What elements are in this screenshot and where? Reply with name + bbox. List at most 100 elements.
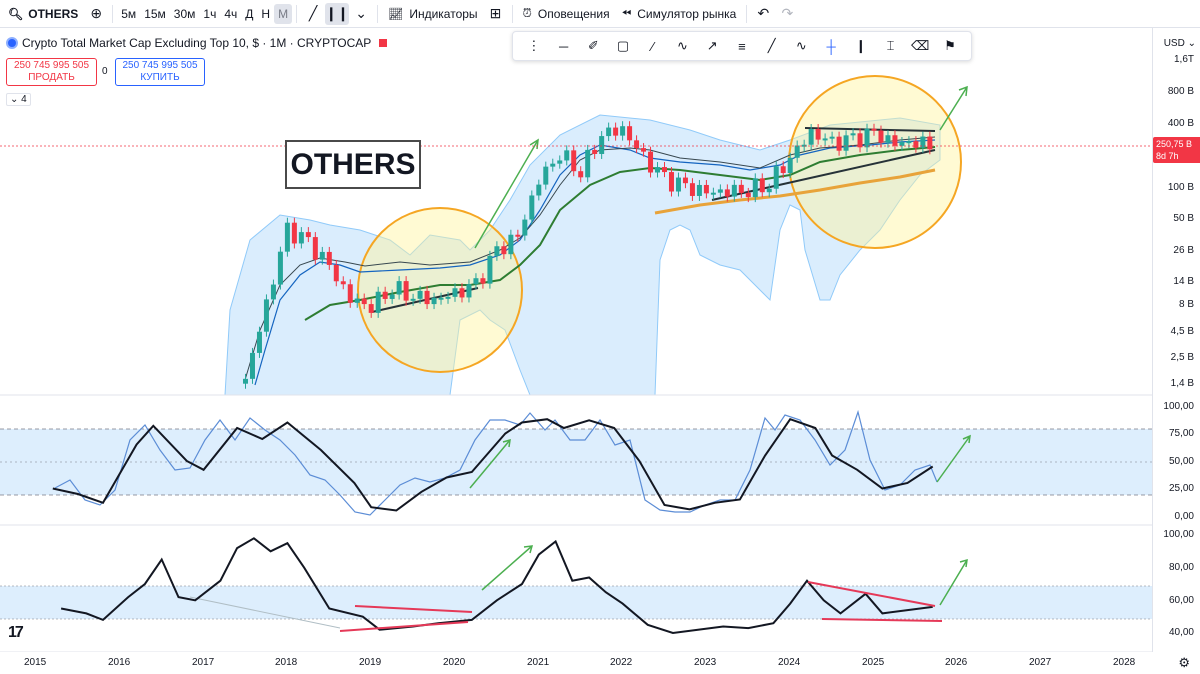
candle-chart-type-button[interactable]: ❙❙ xyxy=(325,2,350,25)
timeframe-1h[interactable]: 1ч xyxy=(203,6,217,21)
indicators-icon: 📈︎ xyxy=(388,6,404,21)
brush-tool-icon[interactable]: ✐ xyxy=(587,38,599,53)
candle-body xyxy=(682,177,688,184)
candle-body xyxy=(731,184,737,197)
candle-body xyxy=(550,163,556,167)
candles-icon: ❙❙ xyxy=(325,5,349,21)
price-axis[interactable] xyxy=(1152,28,1200,652)
candle-body xyxy=(487,255,493,284)
gear-icon[interactable]: ⚙ xyxy=(1178,655,1190,670)
candle-body xyxy=(452,288,458,297)
bar-countdown: 8d 7h xyxy=(1156,151,1179,161)
polyline-tool-icon[interactable]: ∿ xyxy=(795,38,807,53)
drag-handle-icon[interactable]: ⋮ xyxy=(527,38,541,53)
candle-body xyxy=(368,304,374,313)
candle-body xyxy=(473,278,479,285)
ray-tool-icon[interactable]: ∕ xyxy=(651,38,654,54)
candle-body xyxy=(913,141,919,148)
candle-body xyxy=(277,251,283,285)
ind2-red-line-upper-2019 xyxy=(354,605,473,613)
candle-body xyxy=(871,128,877,131)
timeframe-5m[interactable]: 5м xyxy=(121,6,137,21)
symbol-search-button[interactable]: 🔍︎ OTHERS xyxy=(0,0,84,28)
alarm-clock-icon: ⏰︎ xyxy=(522,6,532,20)
rectangle-tool-icon[interactable]: ▢ xyxy=(616,38,630,53)
eraser-tool-icon[interactable]: ⌫ xyxy=(911,38,930,53)
indicators-button[interactable]: 📈︎ Индикаторы xyxy=(382,0,483,28)
price-label: 26 B xyxy=(1173,245,1194,256)
current-price-tag: 250,75 B 8d 7h xyxy=(1153,137,1200,163)
flag-tool-icon[interactable]: ⚑ xyxy=(944,38,956,53)
plus-circle-icon: ⊕ xyxy=(90,5,103,21)
candle-body xyxy=(696,184,702,196)
rsi-green-arrow-2020 xyxy=(469,439,511,489)
currency-selector[interactable]: USD ⌄ xyxy=(1164,38,1196,49)
layouts-button[interactable]: ⊞ xyxy=(484,0,508,28)
candle-body xyxy=(668,172,674,192)
ind2-green-arrow-2025-head xyxy=(959,558,968,568)
fib-tool-icon[interactable]: ≡ xyxy=(738,38,746,54)
ma-short-line xyxy=(254,139,936,386)
indicators-label: Индикаторы xyxy=(409,6,478,21)
time-label: 2024 xyxy=(778,657,801,668)
candle-body xyxy=(578,171,584,178)
candle-body xyxy=(340,281,346,285)
replay-button[interactable]: ⏪︎ Симулятор рынка xyxy=(616,0,743,28)
ind2-green-arrow-2020-head xyxy=(523,545,534,554)
add-symbol-button[interactable]: ⊕ xyxy=(84,0,108,28)
chart-legend: Crypto Total Market Cap Excluding Top 10… xyxy=(6,36,388,50)
undo-button[interactable]: ↶ xyxy=(751,0,775,28)
price-label: 400 B xyxy=(1167,118,1194,129)
flag-icon[interactable] xyxy=(379,39,388,47)
bars-pattern-tool-icon[interactable]: ❙ xyxy=(855,38,867,53)
candle-body xyxy=(466,284,472,298)
candle-body xyxy=(878,130,884,143)
candle-body xyxy=(780,166,786,174)
trend-line-tool-icon[interactable]: ↗ xyxy=(706,38,718,53)
timeframe-4h[interactable]: 4ч xyxy=(224,6,238,21)
sell-button[interactable]: 250 745 995 505 ПРОДАТЬ xyxy=(6,58,97,86)
replay-label: Симулятор рынка xyxy=(637,6,737,21)
search-icon: 🔍︎ xyxy=(8,6,24,21)
timeframe-week[interactable]: Н xyxy=(261,6,271,21)
timeframe-day[interactable]: Д xyxy=(245,6,254,21)
horizontal-line-tool-icon[interactable]: ─ xyxy=(558,38,569,54)
price-label: 4,5 B xyxy=(1170,326,1194,337)
indicators-count: 4 xyxy=(21,94,27,105)
chart-canvas[interactable] xyxy=(0,28,1152,652)
candle-body xyxy=(592,149,598,154)
price-label: 50 B xyxy=(1173,213,1194,224)
alerts-button[interactable]: ⏰︎ Оповещения xyxy=(517,0,616,28)
timeframe-month[interactable]: М xyxy=(274,3,293,24)
others-annotation-label[interactable]: OTHERS xyxy=(285,140,421,189)
spread-value: 0 xyxy=(102,66,108,77)
candle-body xyxy=(822,138,828,141)
sell-price: 250 745 995 505 xyxy=(13,60,90,71)
candle-body xyxy=(689,183,695,196)
legend-title[interactable]: Crypto Total Market Cap Excluding Top 10… xyxy=(22,36,372,50)
orange-trend-line xyxy=(654,168,936,215)
candle-body xyxy=(724,189,730,197)
candle-body xyxy=(766,188,772,193)
chart-type-dropdown[interactable]: ⌄ xyxy=(349,0,373,28)
timeframe-15m[interactable]: 15м xyxy=(144,6,166,21)
line-chart-type-button[interactable]: ╱ xyxy=(301,0,325,28)
price-range-tool-icon[interactable]: ⌶ xyxy=(886,38,895,53)
candle-body xyxy=(347,284,353,303)
drawing-toolbar: ⋮ ─ ✐ ▢ ∕ ∿ ↗ ≡ ╱ ∿ ┼ ❙ ⌶ ⌫ ⚑ xyxy=(512,31,972,61)
candle-body xyxy=(410,298,416,301)
path-tool-icon[interactable]: ∿ xyxy=(677,38,688,53)
rsi-line xyxy=(52,418,934,512)
line-tool-icon[interactable]: ╱ xyxy=(767,38,776,53)
candle-body xyxy=(634,140,640,149)
rsi-green-arrow-2025-head xyxy=(962,434,971,444)
candle-body xyxy=(445,296,451,299)
candle-body xyxy=(424,290,430,305)
redo-button[interactable]: ↷ xyxy=(775,0,799,28)
crosshair-tool-icon[interactable]: ┼ xyxy=(826,38,836,54)
buy-button[interactable]: 250 745 995 505 КУПИТЬ xyxy=(115,58,205,86)
candle-body xyxy=(752,178,758,198)
timeframe-30m[interactable]: 30м xyxy=(173,6,196,21)
tradingview-logo[interactable]: 17 xyxy=(8,624,24,641)
indicators-collapse-button[interactable]: ⌄ 4 xyxy=(6,93,31,106)
